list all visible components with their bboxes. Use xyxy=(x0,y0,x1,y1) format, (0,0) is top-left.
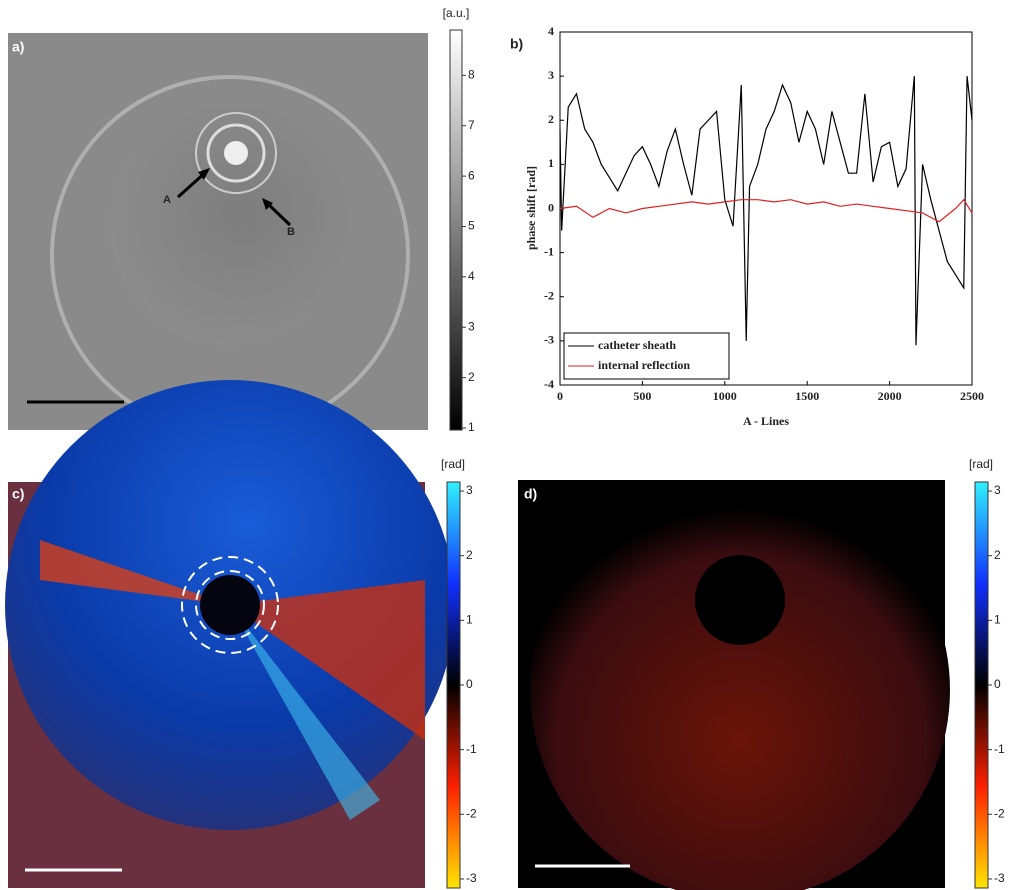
colorbar-tick-label: 0 xyxy=(466,677,473,691)
colorbar-tick-label: -2 xyxy=(994,806,1005,820)
colorbar-tick-label: 1 xyxy=(468,420,475,434)
y-tick-label: 1 xyxy=(548,156,554,170)
x-tick-label: 1500 xyxy=(795,389,819,403)
x-tick-label: 500 xyxy=(633,389,651,403)
image-c xyxy=(5,380,455,888)
y-tick-label: 3 xyxy=(548,68,554,82)
image-d xyxy=(518,480,950,890)
colorbar-unit: [a.u.] xyxy=(443,6,470,20)
colorbar-tick-label: 6 xyxy=(468,168,475,182)
colorbar-tick-label: 5 xyxy=(468,219,475,233)
colorbar-tick-label: 1 xyxy=(466,613,473,627)
legend-label: catheter sheath xyxy=(598,338,676,352)
panel-label: c) xyxy=(12,486,24,502)
colorbar-tick-label: -2 xyxy=(466,806,477,820)
x-tick-label: 2000 xyxy=(878,389,902,403)
y-tick-label: -1 xyxy=(544,244,554,258)
colorbar-d xyxy=(975,482,988,888)
y-axis-label: phase shift [rad] xyxy=(524,166,538,250)
colorbar-tick-label: 2 xyxy=(466,548,473,562)
colorbar-tick-label: 8 xyxy=(468,68,475,82)
plot-area xyxy=(560,32,972,385)
colorbar-unit: [rad] xyxy=(969,457,993,471)
panel-label: a) xyxy=(12,39,24,55)
colorbar-tick-label: -3 xyxy=(994,871,1005,885)
colorbar-tick-label: 7 xyxy=(468,118,475,132)
x-tick-label: 0 xyxy=(557,389,563,403)
colorbar-tick-label: 2 xyxy=(468,370,475,384)
colorbar-unit: [rad] xyxy=(441,457,465,471)
colorbar-tick-label: 0 xyxy=(994,677,1001,691)
x-axis-label: A - Lines xyxy=(743,414,789,428)
x-tick-label: 2500 xyxy=(960,389,984,403)
colorbar-tick-label: 3 xyxy=(468,319,475,333)
y-tick-label: 4 xyxy=(548,24,554,38)
image-a xyxy=(8,33,428,433)
y-tick-label: -2 xyxy=(544,289,554,303)
y-tick-label: 0 xyxy=(548,200,554,214)
colorbar-a xyxy=(450,30,462,430)
colorbar-c xyxy=(447,482,460,888)
y-tick-label: -3 xyxy=(544,333,554,347)
figure: a) c) d) A B [a.u.] [rad] [rad] b) A - L… xyxy=(0,0,1013,890)
colorbar-tick-label: 1 xyxy=(994,613,1001,627)
colorbar-tick-label: 3 xyxy=(466,483,473,497)
colorbar-tick-label: 3 xyxy=(994,483,1001,497)
colorbar-tick-label: -3 xyxy=(466,871,477,885)
annotation: B xyxy=(287,226,295,238)
x-tick-label: 1000 xyxy=(713,389,737,403)
colorbar-tick-label: 2 xyxy=(994,548,1001,562)
colorbar-tick-label: -1 xyxy=(466,742,477,756)
y-tick-label: -4 xyxy=(544,377,554,391)
y-tick-label: 2 xyxy=(548,112,554,126)
panel-label: b) xyxy=(510,36,523,52)
annotation: A xyxy=(163,194,171,206)
panel-label: d) xyxy=(524,486,537,502)
colorbar-tick-label: 4 xyxy=(468,269,475,283)
legend-label: internal reflection xyxy=(598,358,690,372)
colorbar-tick-label: -1 xyxy=(994,742,1005,756)
